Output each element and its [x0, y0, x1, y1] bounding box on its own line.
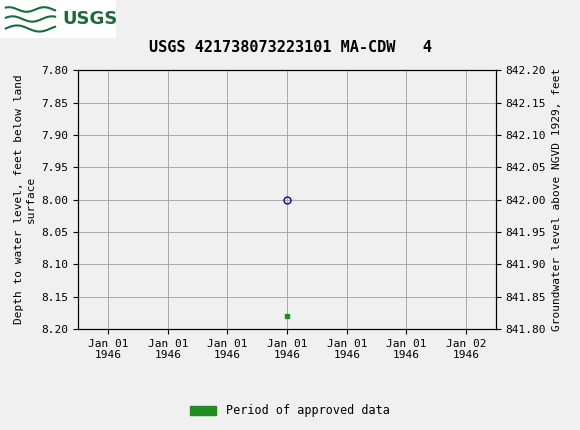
Y-axis label: Depth to water level, feet below land
surface: Depth to water level, feet below land su… — [14, 75, 36, 325]
Y-axis label: Groundwater level above NGVD 1929, feet: Groundwater level above NGVD 1929, feet — [552, 68, 561, 331]
Text: USGS: USGS — [62, 10, 118, 28]
Text: USGS 421738073223101 MA-CDW   4: USGS 421738073223101 MA-CDW 4 — [148, 40, 432, 55]
Bar — [0, 0, 116, 38]
Legend: Period of approved data: Period of approved data — [186, 399, 394, 422]
